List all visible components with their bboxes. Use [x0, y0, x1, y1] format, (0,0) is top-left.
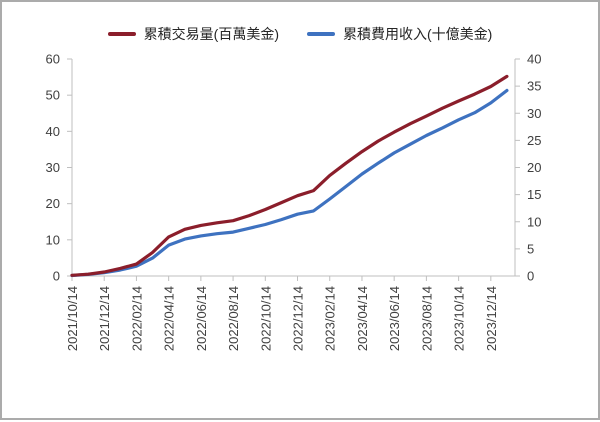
fees-series-line [70, 88, 509, 278]
x-axis-tick-label: 2022/06/14 [194, 286, 209, 351]
right-axis-tick-label: 25 [527, 133, 541, 148]
x-axis-tick-label: 2021/10/14 [65, 286, 80, 351]
x-axis-tick-label: 2022/08/14 [226, 286, 241, 351]
x-axis-tick-label: 2022/02/14 [129, 286, 144, 351]
right-axis-tick-label: 40 [527, 52, 541, 67]
chart-legend: 累積交易量(百萬美金) 累積費用收入(十億美金) [2, 24, 598, 44]
x-axis-tick-label: 2023/10/14 [452, 286, 467, 351]
volume-series-line [70, 74, 509, 277]
left-axis-tick-label: 0 [53, 269, 60, 284]
x-axis-tick-label: 2022/12/14 [291, 286, 306, 351]
x-axis-tick-label: 2023/12/14 [484, 286, 499, 351]
x-axis-tick-label: 2023/02/14 [323, 286, 338, 351]
fees-line-swatch-icon [307, 32, 335, 36]
left-axis-tick-label: 30 [46, 160, 60, 175]
left-axis-tick-label: 10 [46, 232, 60, 247]
x-axis-tick-label: 2023/08/14 [419, 286, 434, 351]
right-axis-tick-label: 20 [527, 160, 541, 175]
left-axis-tick-label: 60 [46, 52, 60, 67]
right-axis-tick-label: 30 [527, 106, 541, 121]
x-axis-tick-label: 2023/06/14 [387, 286, 402, 351]
legend-label-fees: 累積費用收入(十億美金) [343, 26, 493, 42]
right-axis-tick-label: 35 [527, 79, 541, 94]
left-axis-tick-label: 40 [46, 124, 60, 139]
right-axis-tick-label: 10 [527, 214, 541, 229]
right-axis-tick-label: 15 [527, 187, 541, 202]
volume-line-swatch-icon [107, 32, 136, 36]
left-axis-tick-label: 20 [46, 196, 60, 211]
left-axis-tick-label: 50 [46, 88, 60, 103]
legend-label-volume: 累積交易量(百萬美金) [143, 26, 279, 42]
legend-item-volume: 累積交易量(百萬美金) [107, 24, 279, 44]
right-axis-tick-label: 5 [527, 241, 534, 256]
right-axis-tick-label: 0 [527, 269, 534, 284]
x-axis-tick-label: 2022/04/14 [162, 286, 177, 351]
x-axis-tick-label: 2022/10/14 [258, 286, 273, 351]
x-axis-tick-label: 2021/12/14 [97, 286, 112, 351]
x-axis-tick-label: 2023/04/14 [355, 286, 370, 351]
legend-item-fees: 累積費用收入(十億美金) [307, 24, 492, 44]
